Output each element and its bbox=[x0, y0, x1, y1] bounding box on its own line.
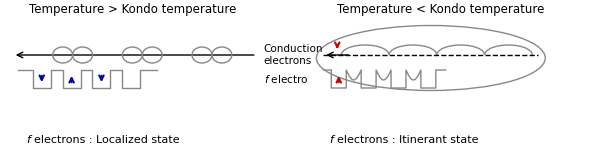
Text: $f$: $f$ bbox=[329, 133, 337, 145]
Text: $f$: $f$ bbox=[26, 133, 33, 145]
Text: Temperature > Kondo temperature: Temperature > Kondo temperature bbox=[29, 3, 236, 16]
Text: electrons : Localized state: electrons : Localized state bbox=[34, 135, 179, 145]
Text: Conduction
electrons: Conduction electrons bbox=[263, 44, 323, 66]
Text: Temperature < Kondo temperature: Temperature < Kondo temperature bbox=[337, 3, 544, 16]
Text: $f$ electro: $f$ electro bbox=[263, 73, 308, 85]
Text: electrons : Itinerant state: electrons : Itinerant state bbox=[337, 135, 479, 145]
